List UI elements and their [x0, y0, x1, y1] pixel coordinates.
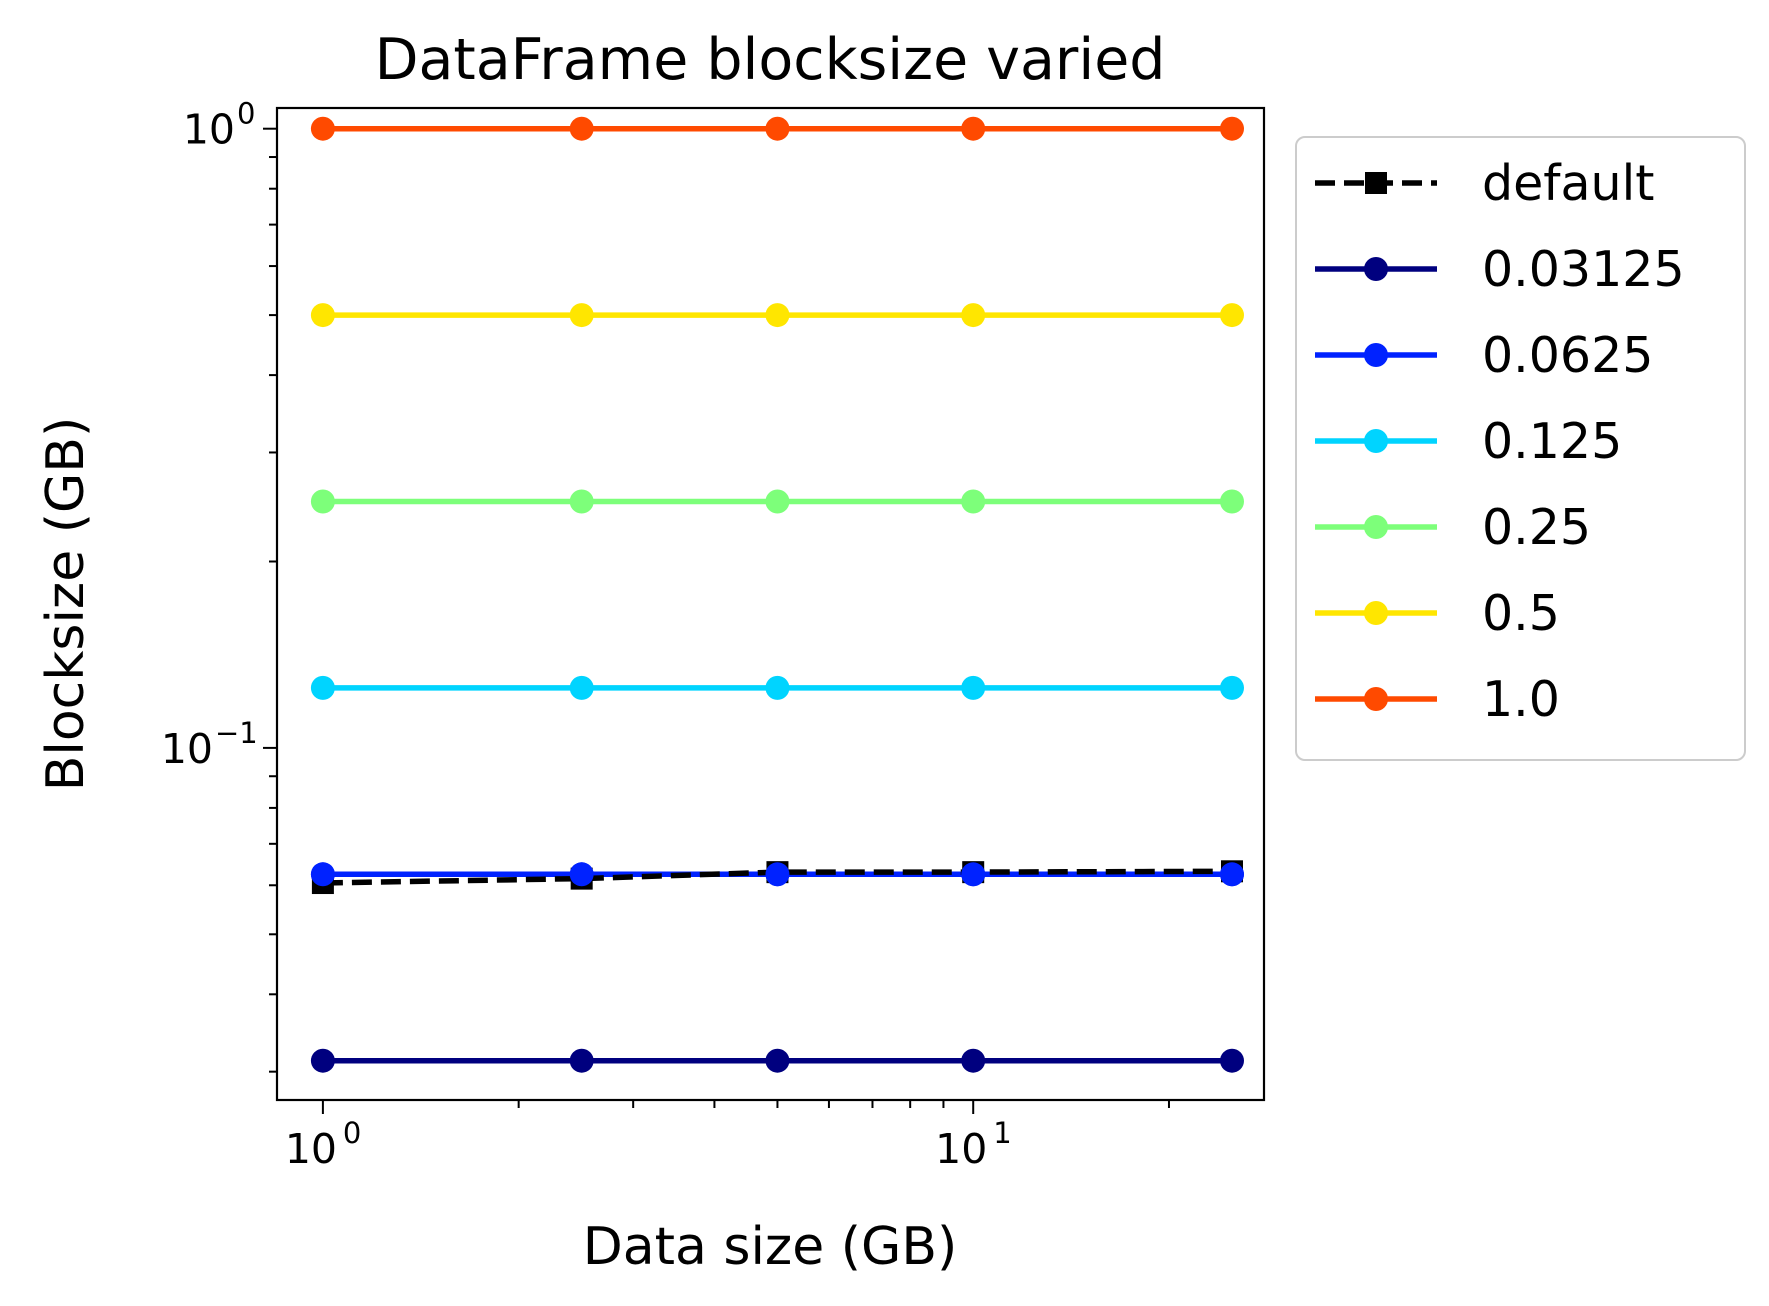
- legend-marker: [1364, 257, 1388, 281]
- legend-entry-0.03125: 0.03125: [1315, 241, 1685, 298]
- legend-label: 0.125: [1482, 413, 1622, 470]
- data-point: [765, 116, 790, 141]
- data-point: [569, 862, 594, 887]
- data-point: [569, 675, 594, 700]
- y-tick-label: 10: [161, 725, 213, 773]
- x-tick-exponent: 1: [993, 1116, 1011, 1150]
- legend: default 0.03125 0.0625 0.125 0.25 0.5 1.0: [1295, 136, 1746, 761]
- x-tick-label: 10: [935, 1125, 987, 1173]
- legend-label: 0.5: [1482, 585, 1560, 642]
- series-0.03125: [310, 1048, 1244, 1073]
- data-point: [569, 1048, 594, 1073]
- data-point: [765, 1048, 790, 1073]
- series-1.0: [310, 116, 1244, 141]
- legend-marker: [1364, 687, 1388, 711]
- series-0.5: [310, 303, 1244, 328]
- legend-marker: [1364, 515, 1388, 539]
- data-point: [961, 489, 986, 514]
- x-tick-exponent: 0: [343, 1116, 361, 1150]
- y-tick-exponent: 0: [237, 97, 255, 131]
- legend-marker: [1364, 601, 1388, 625]
- y-tick-label: 10: [183, 106, 235, 154]
- data-point: [310, 1048, 335, 1073]
- tick-base: 10: [285, 1125, 337, 1173]
- legend-marker: [1364, 429, 1388, 453]
- data-point: [569, 489, 594, 514]
- legend-entry-default: default: [1315, 155, 1654, 212]
- y-axis-label: Blocksize (GB): [36, 417, 96, 792]
- data-point: [310, 862, 335, 887]
- data-point: [1219, 489, 1244, 514]
- series-0.0625-markers: [310, 862, 1244, 887]
- data-point: [765, 862, 790, 887]
- data-point: [765, 675, 790, 700]
- legend-entry-0.25: 0.25: [1315, 499, 1591, 556]
- legend-entry-0.5: 0.5: [1315, 585, 1560, 642]
- plot-frame: [275, 106, 1266, 1102]
- data-point: [1219, 303, 1244, 328]
- y-tick-exponent: −1: [215, 716, 258, 750]
- legend-marker: [1365, 172, 1387, 194]
- data-point: [961, 303, 986, 328]
- data-point: [569, 303, 594, 328]
- data-point: [310, 489, 335, 514]
- data-point: [310, 303, 335, 328]
- plot-area: [310, 116, 1244, 1073]
- data-point: [1219, 1048, 1244, 1073]
- series-0.25: [310, 489, 1244, 514]
- x-axis-label: Data size (GB): [583, 1217, 958, 1277]
- legend-label: 1.0: [1482, 671, 1560, 728]
- legend-entry-0.0625: 0.0625: [1315, 327, 1653, 384]
- data-point: [310, 675, 335, 700]
- legend-label: 0.25: [1482, 499, 1591, 556]
- legend-entry-1.0: 1.0: [1315, 671, 1560, 728]
- legend-frame: [1295, 136, 1746, 761]
- legend-label: 0.03125: [1482, 241, 1685, 298]
- data-point: [765, 303, 790, 328]
- x-tick-label: 10: [285, 1125, 337, 1173]
- legend-label: default: [1482, 155, 1654, 212]
- data-point: [961, 116, 986, 141]
- data-point: [961, 675, 986, 700]
- data-point: [961, 862, 986, 887]
- legend-entry-0.125: 0.125: [1315, 413, 1622, 470]
- data-point: [1219, 862, 1244, 887]
- series-0.125: [310, 675, 1244, 700]
- data-point: [1219, 675, 1244, 700]
- chart-title: DataFrame blocksize varied: [375, 27, 1166, 93]
- tick-base: 10: [935, 1125, 987, 1173]
- legend-label: 0.0625: [1482, 327, 1653, 384]
- data-point: [569, 116, 594, 141]
- data-point: [961, 1048, 986, 1073]
- data-point: [765, 489, 790, 514]
- data-point: [1219, 116, 1244, 141]
- data-point: [310, 116, 335, 141]
- legend-marker: [1364, 343, 1388, 367]
